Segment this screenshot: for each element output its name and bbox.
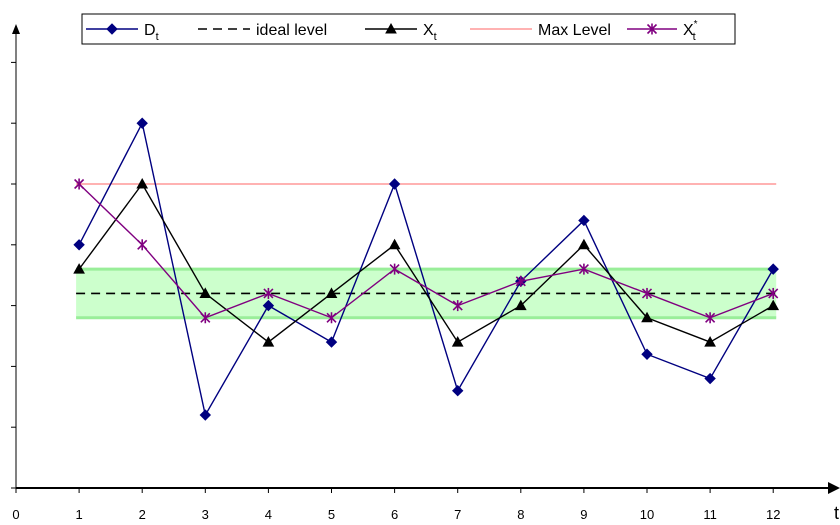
legend-marker [106, 23, 118, 35]
data-point-x-star [515, 275, 526, 287]
series-layer [73, 117, 780, 421]
legend-label: X* t [683, 19, 698, 43]
x-axis-arrow [828, 482, 840, 494]
x-tick-label: 2 [139, 507, 146, 522]
legend-entry-d: Dt [86, 22, 159, 43]
y-axis-arrow [12, 24, 20, 34]
data-point-x [388, 238, 401, 250]
data-point-d [767, 263, 779, 275]
data-point-x-star [641, 287, 653, 299]
data-point-x [73, 263, 85, 274]
data-point-x-star [74, 178, 85, 190]
legend-entry-max-level: Max Level [470, 22, 611, 39]
data-point-d [704, 372, 716, 385]
x-tick-label: 8 [517, 507, 524, 522]
series-line-x [78, 182, 774, 344]
data-point-d [451, 385, 464, 397]
x-tick-label: 12 [766, 507, 780, 522]
x-tick-label: 5 [328, 507, 335, 522]
series-line-x-star [78, 183, 774, 319]
ticks-layer: 0 1 2 3 4 5 6 7 8 9 10 11 12 t [11, 61, 839, 523]
legend-marker [385, 22, 397, 34]
x-tick-label: 11 [703, 507, 717, 522]
data-point-d [199, 409, 212, 421]
data-point-x-star [200, 312, 211, 324]
legend-entry-x-star: X* t [627, 19, 698, 43]
x-axis-label: t [834, 503, 839, 523]
data-point-x-star [389, 263, 400, 275]
data-point-x-star [137, 239, 148, 251]
data-point-x [578, 238, 590, 250]
data-point-x-star [263, 287, 274, 299]
x-tick-label: 0 [12, 507, 19, 522]
data-point-d [73, 239, 85, 251]
data-point-d [325, 336, 338, 348]
legend-label: Xt [423, 22, 437, 43]
data-point-x [451, 336, 464, 347]
legend-marker [646, 23, 658, 35]
data-point-d [388, 178, 401, 190]
data-point-x-star [578, 263, 589, 275]
legend-entry-x: Xt [365, 22, 437, 43]
data-point-x [704, 336, 716, 347]
data-point-x [641, 311, 653, 323]
data-point-d [578, 214, 590, 227]
x-tick-label: 7 [454, 507, 461, 522]
band-layer [76, 267, 777, 320]
data-point-x [514, 299, 527, 311]
axes-layer [12, 24, 840, 494]
x-tick-label: 4 [265, 507, 272, 522]
data-point-x [136, 177, 149, 189]
data-point-d [262, 299, 275, 312]
data-point-x-star [705, 312, 716, 324]
data-point-d [136, 117, 148, 129]
legend-label: Dt [144, 22, 159, 43]
data-point-x-star [452, 300, 463, 312]
x-tick-label: 3 [202, 507, 209, 522]
x-tick-label: 6 [391, 507, 398, 522]
data-point-x-star [768, 287, 779, 299]
legend-entry-ideal-level: ideal level [198, 22, 327, 39]
data-point-x-star [326, 312, 337, 324]
data-point-x [199, 287, 212, 298]
data-point-x [325, 287, 338, 298]
legend-label: Max Level [538, 22, 611, 39]
legend-label: ideal level [256, 22, 327, 39]
legend: Dt ideal level Xt Max Level X* t [81, 13, 736, 45]
data-point-x [767, 299, 780, 311]
x-tick-label: 10 [640, 507, 654, 522]
x-tick-label: 9 [580, 507, 587, 522]
x-tick-label: 1 [75, 507, 82, 522]
data-point-x [262, 336, 275, 347]
data-point-d [641, 348, 653, 360]
